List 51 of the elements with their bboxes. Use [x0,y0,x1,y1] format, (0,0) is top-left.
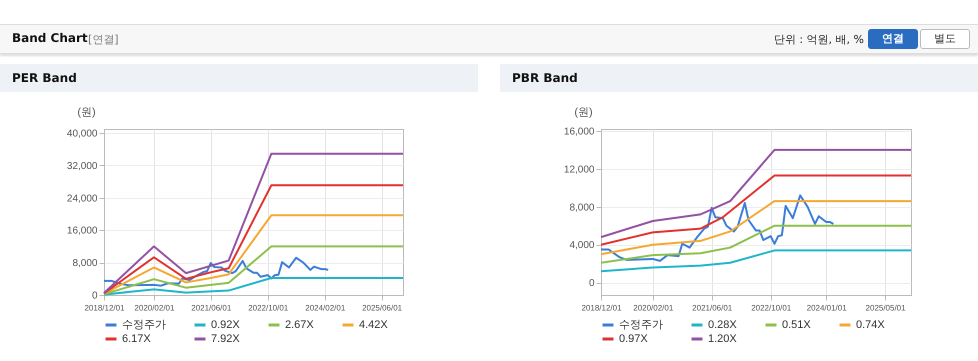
y-tick-label: 12,000 [564,164,595,176]
x-tick-label: 2022/10/01 [248,304,289,312]
x-tick-label: 2024/01/01 [806,304,848,312]
legend-label: 7.92X [211,333,240,345]
x-tick-label: 2020/02/01 [134,304,175,312]
y-tick-label: 32,000 [66,160,98,172]
x-tick-label: 2018/12/01 [84,304,126,312]
line-series [600,194,834,262]
text: 단위 : 억원, 배, % [774,32,864,47]
y-tick-label: 8,000 [72,258,98,270]
legend-label: 0.92X [211,319,240,331]
legend-label: 2.67X [285,319,314,331]
line-series [600,200,912,256]
y-tick-label: 8,000 [569,202,595,214]
x-tick-label: 2025/05/01 [866,304,906,312]
line-series [103,256,330,287]
chart-title: PER Band [0,64,478,92]
legend-label: 0.28X [708,319,738,331]
y-tick-label: 40,000 [66,128,98,140]
legend-label: 수정주가 [122,319,166,331]
legend-label: 4.42X [359,319,388,331]
text: 별도 [920,29,970,49]
y-tick-label: 0 [588,278,595,290]
y-tick-label: 0 [92,290,98,302]
legend-label: 1.20X [708,333,738,345]
x-tick-label: 2025/06/01 [362,304,403,312]
x-tick-label: 2021/06/01 [191,304,232,312]
x-tick-label: 2024/02/01 [305,304,346,312]
y-tick-label: 24,000 [66,193,98,204]
legend-label: 6.17X [122,333,152,345]
legend-label: 0.97X [619,333,648,345]
line-series [600,174,912,246]
line-series [600,224,912,264]
x-tick-label: 2020/02/01 [633,304,674,312]
text: [연결] [88,32,119,47]
y-tick-label: 4,000 [569,240,595,252]
x-tick-label: 2018/12/01 [581,304,622,312]
y-axis-title: (원) [574,106,593,118]
x-tick-label: 2021/06/01 [692,304,733,312]
text: 연결 [868,29,918,49]
legend-label: 수정주가 [619,319,663,331]
text: Band Chart [12,31,88,45]
y-tick-label: 16,000 [564,126,595,138]
legend-label: 0.51X [782,319,812,331]
chart-title: PBR Band [500,64,978,92]
line-series [600,249,912,272]
y-tick-label: 16,000 [66,226,98,237]
x-tick-label: 2022/10/01 [751,304,792,312]
y-axis-title: (원) [77,106,96,118]
line-series [600,148,912,238]
legend-label: 0.74X [856,319,886,331]
